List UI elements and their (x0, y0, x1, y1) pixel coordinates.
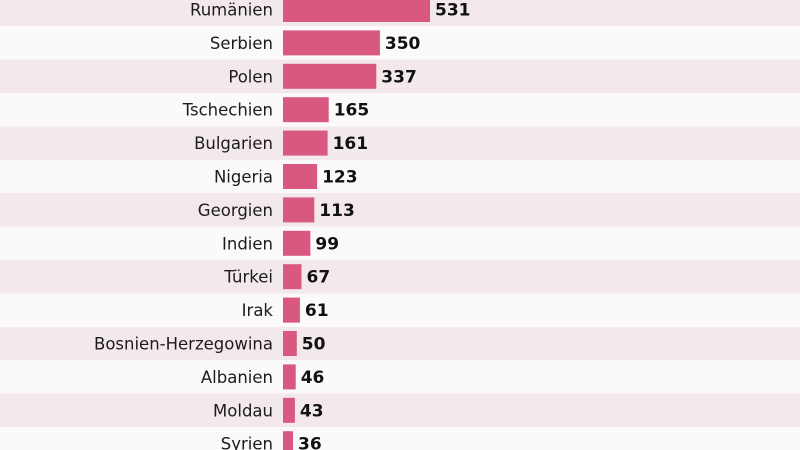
row-band (0, 193, 800, 227)
category-label: Tschechien (182, 101, 273, 120)
value-label: 67 (307, 268, 331, 288)
row-band (0, 226, 800, 260)
bar (283, 331, 297, 356)
value-label: 531 (435, 1, 471, 21)
value-label: 43 (300, 401, 324, 421)
bar (283, 297, 300, 323)
row-band (0, 59, 800, 93)
value-label: 113 (319, 201, 355, 221)
bar (283, 364, 296, 390)
value-label: 123 (322, 168, 358, 188)
category-label: Georgien (198, 201, 273, 220)
value-label: 36 (298, 435, 322, 450)
bar (283, 130, 328, 156)
category-label: Türkei (223, 268, 273, 287)
value-label: 50 (302, 335, 326, 355)
bar (283, 97, 329, 123)
bar (283, 397, 295, 423)
value-labels: 531 350 337 165 161 123 113 99 67 61 50 46 43 36 (298, 1, 471, 450)
value-label: 161 (333, 134, 369, 154)
value-label: 46 (301, 368, 325, 388)
category-label: Irak (242, 301, 274, 320)
category-label: Indien (222, 234, 273, 253)
category-label: Syrien (221, 435, 273, 450)
bar (283, 431, 293, 450)
value-label: 337 (381, 67, 417, 87)
bar (283, 230, 311, 256)
category-label: Rumänien (190, 1, 273, 20)
category-label: Bosnien-Herzegowina (94, 335, 273, 354)
row-band (0, 326, 800, 361)
row-band (0, 93, 800, 127)
bar (283, 30, 380, 56)
category-label: Polen (228, 67, 273, 86)
value-label: 350 (385, 34, 421, 54)
bar (283, 0, 430, 22)
row-band (0, 427, 800, 450)
category-label: Bulgarien (194, 134, 273, 153)
value-label: 165 (334, 101, 370, 121)
row-band (0, 393, 800, 427)
value-label: 99 (315, 234, 339, 254)
bar (283, 63, 377, 89)
row-band (0, 26, 800, 60)
row-band (0, 260, 800, 294)
row-band (0, 360, 800, 394)
row-band (0, 159, 800, 194)
bars (283, 0, 430, 450)
category-label: Moldau (213, 401, 273, 420)
bar (283, 164, 318, 189)
bar (283, 197, 315, 223)
category-labels: Rumänien Serbien Polen Tschechien Bulgarien N… (94, 1, 273, 450)
category-label: Albanien (201, 368, 273, 387)
row-band (0, 126, 800, 160)
category-label: Serbien (210, 34, 273, 53)
row-band (0, 293, 800, 327)
value-label: 61 (305, 301, 329, 321)
bar (283, 264, 302, 290)
category-label: Nigeria (214, 168, 273, 187)
